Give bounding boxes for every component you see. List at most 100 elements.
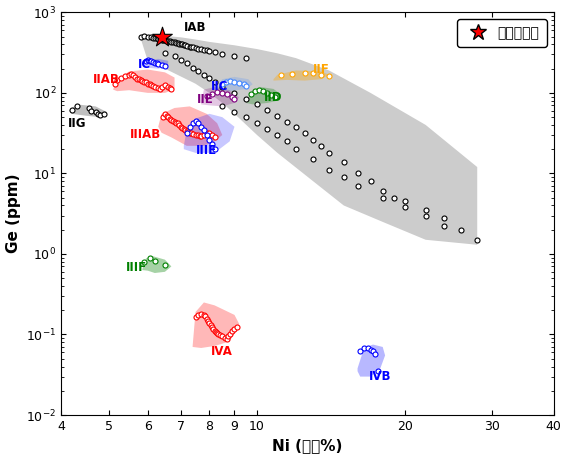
Point: [172, 119, 181, 127]
Point: [208, 323, 217, 330]
Point: [239, 81, 248, 88]
Polygon shape: [201, 87, 239, 106]
Point: [113, 76, 122, 84]
Point: [205, 136, 214, 144]
Point: [95, 112, 104, 119]
Point: [440, 223, 449, 230]
Polygon shape: [142, 256, 171, 273]
Point: [317, 142, 326, 150]
Point: [218, 51, 227, 58]
Point: [324, 167, 333, 174]
Point: [210, 49, 219, 56]
Point: [132, 75, 141, 82]
Polygon shape: [69, 104, 107, 117]
Point: [147, 81, 156, 89]
Point: [201, 313, 210, 320]
Text: IVB: IVB: [369, 370, 392, 383]
Polygon shape: [158, 106, 222, 146]
Point: [218, 103, 227, 110]
Point: [152, 60, 161, 67]
Point: [252, 101, 261, 108]
Point: [176, 56, 185, 63]
Point: [181, 126, 190, 133]
Point: [117, 74, 126, 81]
Point: [202, 315, 211, 323]
Point: [378, 194, 387, 202]
Y-axis label: Ge (ppm): Ge (ppm): [6, 174, 20, 253]
Point: [200, 46, 209, 53]
Point: [273, 131, 282, 139]
Point: [218, 80, 227, 87]
Point: [185, 129, 194, 136]
Point: [363, 344, 373, 352]
Point: [130, 73, 139, 81]
Polygon shape: [144, 59, 168, 69]
Polygon shape: [358, 345, 385, 376]
Text: IIE: IIE: [197, 93, 214, 106]
Point: [167, 85, 176, 93]
Point: [150, 59, 159, 66]
Point: [308, 70, 318, 77]
Point: [369, 347, 378, 355]
Point: [173, 39, 182, 47]
Point: [356, 347, 365, 355]
Point: [159, 36, 168, 44]
Point: [191, 131, 200, 139]
Point: [204, 317, 213, 325]
Point: [177, 124, 187, 131]
Point: [353, 170, 362, 177]
Point: [209, 325, 218, 332]
Point: [200, 126, 209, 133]
Point: [139, 78, 149, 85]
Point: [457, 226, 466, 233]
Point: [202, 92, 211, 100]
Text: IID: IID: [264, 91, 283, 104]
Point: [324, 149, 333, 157]
Point: [154, 35, 163, 42]
Polygon shape: [184, 114, 235, 153]
Point: [366, 178, 375, 185]
Point: [150, 84, 159, 91]
Point: [179, 125, 188, 132]
Point: [168, 39, 177, 46]
Point: [263, 106, 272, 113]
Point: [224, 333, 233, 340]
Point: [267, 91, 276, 98]
Point: [165, 38, 174, 45]
Point: [390, 194, 399, 202]
Point: [223, 335, 232, 342]
Point: [143, 56, 153, 64]
Point: [227, 93, 236, 100]
Point: [263, 89, 272, 96]
Point: [208, 90, 217, 97]
Point: [308, 156, 318, 163]
Point: [154, 84, 163, 92]
Point: [175, 40, 184, 47]
Point: [200, 71, 209, 78]
Point: [202, 46, 211, 54]
Point: [157, 36, 166, 43]
Point: [421, 207, 430, 214]
Polygon shape: [246, 87, 281, 104]
Text: IIG: IIG: [67, 117, 86, 130]
Point: [94, 110, 103, 118]
Point: [205, 319, 214, 326]
Point: [242, 113, 251, 121]
Point: [179, 41, 188, 49]
Point: [222, 78, 231, 85]
Point: [160, 37, 170, 44]
Text: IC: IC: [138, 58, 151, 71]
Point: [181, 42, 190, 49]
Point: [213, 89, 222, 96]
Point: [200, 131, 209, 139]
Point: [182, 127, 191, 134]
Point: [157, 34, 166, 41]
Point: [188, 64, 197, 72]
Point: [147, 34, 156, 41]
Point: [366, 346, 375, 353]
Point: [197, 123, 206, 130]
Point: [129, 72, 138, 79]
Point: [208, 140, 217, 148]
Point: [111, 80, 120, 87]
Point: [185, 43, 194, 50]
